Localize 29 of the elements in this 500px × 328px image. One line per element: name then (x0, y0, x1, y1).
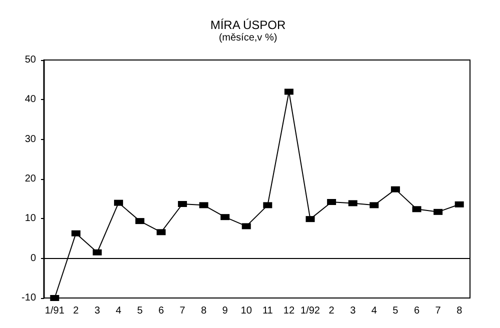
x-tick-label: 7 (435, 306, 442, 316)
x-tick-label: 4 (116, 306, 122, 316)
y-tick-label: 50 (24, 54, 36, 66)
x-tick-label: 5 (392, 306, 399, 316)
x-tick-label: 2 (73, 306, 80, 316)
chart-title: MÍRA ÚSPOR (210, 18, 286, 32)
x-tick-label: 1/91 (44, 306, 65, 316)
y-tick-label: 40 (24, 94, 36, 106)
x-tick-label: 5 (137, 306, 144, 316)
y-tick-label: 30 (24, 134, 36, 145)
x-tick-label: 2 (328, 306, 335, 316)
x-tick-label: 4 (371, 306, 378, 316)
x-tick-label: 6 (414, 306, 420, 316)
x-tick-label: 10 (240, 306, 252, 316)
x-tick-label: 3 (94, 306, 100, 316)
x-tick-label: 12 (283, 306, 295, 316)
x-tick-label: 8 (456, 306, 463, 316)
x-tick-label: 1/92 (300, 306, 320, 316)
x-tick-label: 7 (180, 306, 186, 316)
y-tick-label: 10 (24, 213, 36, 224)
x-tick-label: 11 (262, 306, 274, 316)
x-tick-label: 3 (350, 306, 356, 316)
x-tick-label: 8 (200, 306, 207, 316)
y-tick-label: 20 (24, 174, 36, 184)
x-tick-label: 6 (158, 306, 164, 316)
y-tick-label: -10 (22, 292, 36, 304)
chart-subtitle: (měsíce,v %) (218, 32, 278, 44)
y-tick-label: 0 (30, 252, 36, 264)
x-tick-label: 9 (222, 306, 228, 316)
